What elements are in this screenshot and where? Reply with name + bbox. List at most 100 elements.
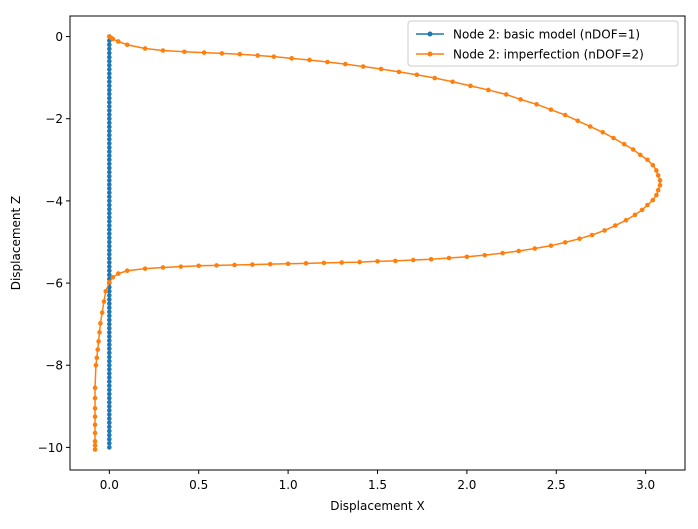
data-point-basic-model bbox=[107, 338, 112, 343]
data-point-imperfection bbox=[92, 422, 98, 428]
data-point-imperfection bbox=[343, 61, 348, 67]
data-point-basic-model bbox=[107, 354, 112, 360]
y-tick-label: −2 bbox=[45, 112, 63, 126]
data-point-imperfection bbox=[285, 261, 291, 267]
data-point-imperfection bbox=[639, 207, 645, 213]
data-point-imperfection bbox=[518, 97, 523, 102]
data-point-basic-model bbox=[107, 325, 112, 331]
data-point-imperfection bbox=[289, 56, 294, 61]
data-point-imperfection bbox=[464, 254, 470, 260]
data-point-basic-model bbox=[107, 42, 112, 48]
data-point-basic-model bbox=[107, 79, 112, 85]
data-point-imperfection bbox=[562, 240, 568, 245]
data-point-basic-model bbox=[107, 58, 112, 64]
data-point-basic-model bbox=[107, 210, 112, 216]
x-tick-label: 0.5 bbox=[189, 478, 208, 492]
data-point-basic-model bbox=[107, 383, 112, 389]
data-point-imperfection bbox=[516, 248, 522, 254]
data-point-basic-model bbox=[107, 379, 112, 384]
data-point-basic-model bbox=[107, 149, 112, 154]
data-point-imperfection bbox=[428, 256, 434, 262]
data-point-imperfection bbox=[92, 447, 98, 452]
data-point-basic-model bbox=[107, 268, 112, 274]
y-axis: 0 −2 −4 −6 −8 −10 bbox=[38, 30, 70, 455]
data-point-basic-model bbox=[107, 71, 112, 76]
legend-box bbox=[407, 20, 679, 67]
data-point-basic-model bbox=[107, 194, 112, 200]
data-point-imperfection bbox=[650, 197, 656, 203]
data-point-imperfection bbox=[360, 64, 366, 69]
data-point-basic-model bbox=[107, 190, 112, 195]
legend-label-basic-model: Node 2: basic model (nDOF=1) bbox=[453, 28, 640, 42]
data-point-basic-model bbox=[107, 83, 112, 89]
data-point-basic-model bbox=[107, 309, 112, 315]
data-point-basic-model bbox=[107, 395, 112, 401]
data-point-basic-model bbox=[107, 116, 112, 122]
data-point-basic-model bbox=[107, 305, 112, 311]
data-point-basic-model bbox=[107, 367, 112, 372]
data-point-basic-model bbox=[107, 399, 112, 405]
plot-area-background bbox=[70, 16, 685, 470]
data-point-basic-model bbox=[107, 391, 112, 397]
data-point-basic-model bbox=[107, 95, 112, 101]
data-point-imperfection bbox=[655, 187, 661, 193]
data-point-imperfection bbox=[575, 118, 581, 124]
data-point-basic-model bbox=[107, 157, 112, 163]
data-point-imperfection bbox=[432, 75, 438, 81]
data-point-imperfection bbox=[99, 310, 105, 315]
data-point-imperfection bbox=[375, 258, 380, 264]
data-point-imperfection bbox=[468, 83, 473, 89]
data-point-basic-model bbox=[107, 436, 112, 442]
data-point-basic-model bbox=[107, 108, 112, 113]
data-point-imperfection bbox=[267, 261, 273, 267]
data-point-imperfection bbox=[237, 51, 243, 57]
data-point-basic-model bbox=[107, 231, 112, 237]
data-point-imperfection bbox=[142, 46, 148, 51]
data-point-imperfection bbox=[378, 66, 384, 72]
x-tick-label: 1.5 bbox=[368, 478, 387, 492]
data-point-imperfection bbox=[339, 260, 345, 265]
y-tick-label: −8 bbox=[45, 359, 63, 373]
data-point-basic-model bbox=[107, 67, 112, 72]
data-point-imperfection bbox=[124, 268, 130, 274]
y-tick-label: −10 bbox=[38, 441, 63, 455]
data-point-basic-model bbox=[107, 404, 112, 409]
data-point-basic-model bbox=[107, 136, 112, 142]
data-point-imperfection bbox=[160, 48, 166, 53]
series-layer bbox=[92, 34, 663, 452]
data-point-basic-model bbox=[107, 46, 112, 52]
data-point-imperfection bbox=[110, 36, 116, 42]
data-point-imperfection bbox=[562, 112, 568, 118]
data-point-imperfection bbox=[482, 252, 488, 258]
data-point-basic-model bbox=[107, 293, 112, 298]
data-point-basic-model bbox=[107, 161, 112, 167]
legend-marker-imperfection bbox=[427, 51, 433, 57]
data-point-imperfection bbox=[621, 141, 627, 147]
data-point-basic-model bbox=[107, 173, 112, 179]
data-point-basic-model bbox=[107, 432, 112, 438]
x-tick-label: 2.5 bbox=[547, 478, 566, 492]
data-point-basic-model bbox=[107, 50, 112, 56]
data-point-imperfection bbox=[321, 260, 327, 266]
data-point-imperfection bbox=[142, 266, 148, 271]
data-point-basic-model bbox=[107, 362, 112, 368]
x-tick-label: 0.0 bbox=[100, 478, 119, 492]
data-point-imperfection bbox=[110, 275, 116, 280]
data-point-imperfection bbox=[638, 152, 643, 158]
data-point-basic-model bbox=[107, 219, 112, 224]
data-point-basic-model bbox=[107, 91, 112, 97]
series-imperfection bbox=[92, 34, 663, 452]
data-point-basic-model bbox=[107, 63, 112, 68]
data-point-basic-model bbox=[107, 120, 112, 126]
data-point-imperfection bbox=[103, 288, 109, 294]
data-point-imperfection bbox=[414, 72, 420, 78]
data-point-imperfection bbox=[101, 299, 107, 304]
data-point-basic-model bbox=[107, 252, 112, 257]
data-point-imperfection bbox=[655, 173, 661, 178]
data-point-basic-model bbox=[107, 243, 112, 249]
data-point-basic-model bbox=[107, 223, 112, 228]
data-point-imperfection bbox=[589, 232, 595, 238]
data-point-basic-model bbox=[107, 54, 112, 60]
y-tick-label: −4 bbox=[45, 194, 63, 208]
data-point-basic-model bbox=[107, 330, 112, 335]
